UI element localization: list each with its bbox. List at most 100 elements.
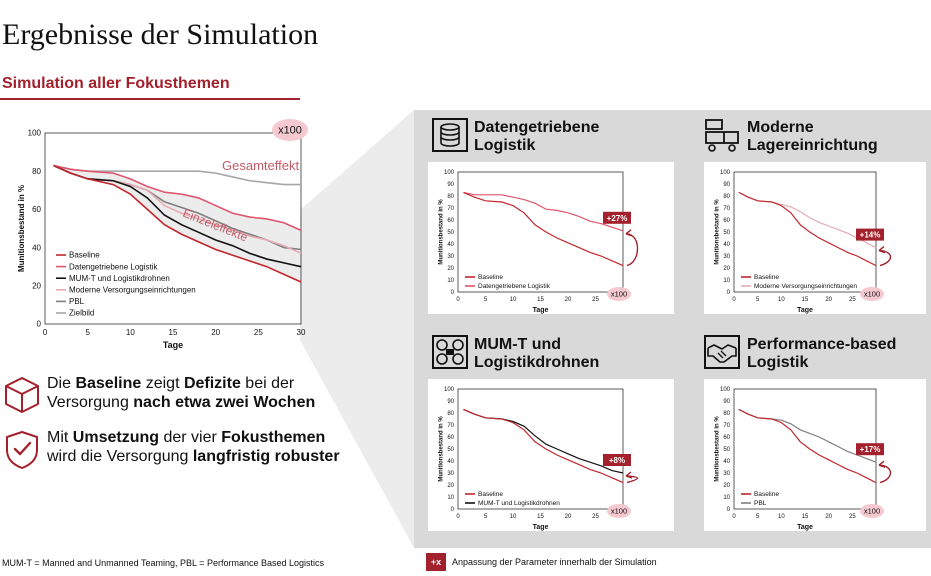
y-axis-label: Munitionsbestand in % (438, 199, 444, 265)
footnote: MUM-T = Manned and Unmanned Teaming, PBL… (2, 558, 325, 568)
x-tick-label: 10 (778, 514, 785, 520)
legend-entry: Baseline (478, 274, 503, 281)
x-tick-label: 15 (537, 297, 544, 303)
x-tick-label: 10 (510, 514, 517, 520)
y-tick-label: 90 (447, 399, 454, 405)
effect-arrow (879, 249, 892, 267)
y-tick-label: 30 (447, 254, 454, 260)
x-tick-label: 20 (211, 328, 220, 337)
x-tick-label: 5 (484, 297, 488, 303)
x100-badge-label: x100 (611, 507, 627, 516)
x100-badge (860, 504, 884, 518)
effect-arrowhead (878, 246, 886, 254)
finding-text-part: der vier (159, 429, 222, 446)
x-tick-label: 25 (592, 514, 599, 520)
y-tick-label: 0 (37, 320, 42, 329)
x100-badge-label: x100 (278, 125, 302, 137)
x-axis-label: Tage (797, 524, 813, 531)
y-tick-label: 20 (447, 483, 454, 489)
section-title: Simulation aller Fokusthemen (2, 75, 230, 92)
legend-entry: MUM-T und Logistikdrohnen (478, 500, 560, 507)
series-line (738, 408, 877, 484)
legend-entry: Zielbild (69, 309, 94, 318)
drone-icon (432, 335, 468, 369)
series-line (738, 191, 877, 267)
legend-entry: PBL (754, 500, 767, 507)
y-axis-label: Munitionsbestand in % (438, 416, 444, 482)
warehouse-shelf-icon (705, 119, 739, 152)
effect-value: +27% (607, 214, 628, 223)
x-tick-label: 10 (510, 297, 517, 303)
x-tick-label: 5 (756, 514, 760, 520)
panel-title-line: Logistik (474, 137, 536, 154)
chart-card: 0 10 20 30 40 50 60 70 80 90 100 0 5 10 15 20 25 Tage Muni… (428, 162, 674, 314)
series-line (463, 191, 624, 232)
series-line (463, 408, 624, 474)
x100-badge (272, 119, 308, 141)
finding-emphasis: Baseline (75, 375, 142, 392)
y-tick-label: 80 (723, 411, 730, 417)
plot-frame (457, 388, 624, 510)
panel-title-line: Datengetriebene (474, 119, 600, 136)
y-tick-label: 10 (723, 278, 730, 284)
x-tick-label: 20 (825, 297, 832, 303)
callout-connector (300, 110, 414, 548)
mini-chart-pbl: 0 10 20 30 40 50 60 70 80 90 100 0 5 10 15 20 25 Tage Muni… (714, 387, 892, 531)
legend-entry: Datengetriebene Logistik (478, 283, 551, 290)
y-axis-label: Munitionsbestand in % (17, 185, 26, 272)
x-axis-label: Tage (163, 340, 183, 350)
series-line (738, 408, 877, 463)
effect-arrow (626, 233, 639, 267)
finding-text-part: bei der (240, 375, 295, 392)
y-tick-label: 10 (447, 495, 454, 501)
y-tick-label: 90 (723, 182, 730, 188)
finding-fokusthemen: Mit Umsetzung der vier Fokusthemen wird d… (4, 428, 414, 472)
y-tick-label: 80 (447, 194, 454, 200)
x-tick-label: 20 (565, 514, 572, 520)
main-chart: 0 20 40 60 80 100 0 5 10 15 20 25 30 Tage Munitionsbes… (17, 119, 308, 350)
series-line (53, 164, 302, 232)
x-tick-label: 25 (254, 328, 263, 337)
y-tick-label: 60 (447, 435, 454, 441)
panel-title-line: Logistikdrohnen (474, 354, 600, 371)
y-tick-label: 0 (727, 507, 731, 513)
y-tick-label: 100 (444, 387, 455, 393)
legend-entry: Baseline (754, 274, 779, 281)
y-tick-label: 70 (723, 206, 730, 212)
x-tick-label: 5 (756, 297, 760, 303)
legend-entry: Moderne Versorgungseinrichtungen (69, 285, 196, 294)
effect-arrow (626, 475, 639, 484)
finding-text-part: Versorgung (47, 394, 134, 411)
y-tick-label: 40 (723, 459, 730, 465)
x-tick-label: 0 (456, 297, 460, 303)
finding-emphasis: Umsetzung (72, 429, 160, 446)
x100-badge (607, 504, 631, 518)
x-tick-label: 0 (732, 297, 736, 303)
mini-chart-datengetriebene: 0 10 20 30 40 50 60 70 80 90 100 0 5 10 15 20 25 Tage Muni… (438, 170, 639, 314)
effect-box (856, 443, 884, 456)
x-tick-label: 0 (732, 514, 736, 520)
y-tick-label: 100 (444, 170, 455, 176)
section-divider (0, 98, 300, 100)
x100-badge-label: x100 (864, 290, 880, 299)
y-axis-label: Munitionsbestand in % (714, 416, 720, 482)
y-tick-label: 80 (32, 167, 41, 176)
plot-frame (457, 171, 624, 293)
series-line (463, 408, 624, 484)
x-tick-label: 5 (484, 514, 488, 520)
x-axis-label: Tage (533, 524, 549, 531)
legend-entry: Baseline (478, 491, 503, 498)
x-tick-label: 5 (85, 328, 90, 337)
y-tick-label: 80 (723, 194, 730, 200)
x-tick-label: 30 (297, 328, 306, 337)
x100-badge (860, 287, 884, 301)
y-tick-label: 30 (447, 471, 454, 477)
x-tick-label: 15 (802, 514, 809, 520)
y-tick-label: 40 (447, 459, 454, 465)
finding-text-part: Mit (47, 429, 73, 446)
effect-arrowhead (625, 471, 633, 479)
x-tick-label: 10 (126, 328, 135, 337)
chart-card: 0 10 20 30 40 50 60 70 80 90 100 0 5 10 15 20 25 Tage Muni… (428, 379, 674, 531)
y-tick-label: 60 (32, 205, 41, 214)
chart-card: 0 10 20 30 40 50 60 70 80 90 100 0 5 10 15 20 25 Tage Muni… (704, 379, 926, 531)
